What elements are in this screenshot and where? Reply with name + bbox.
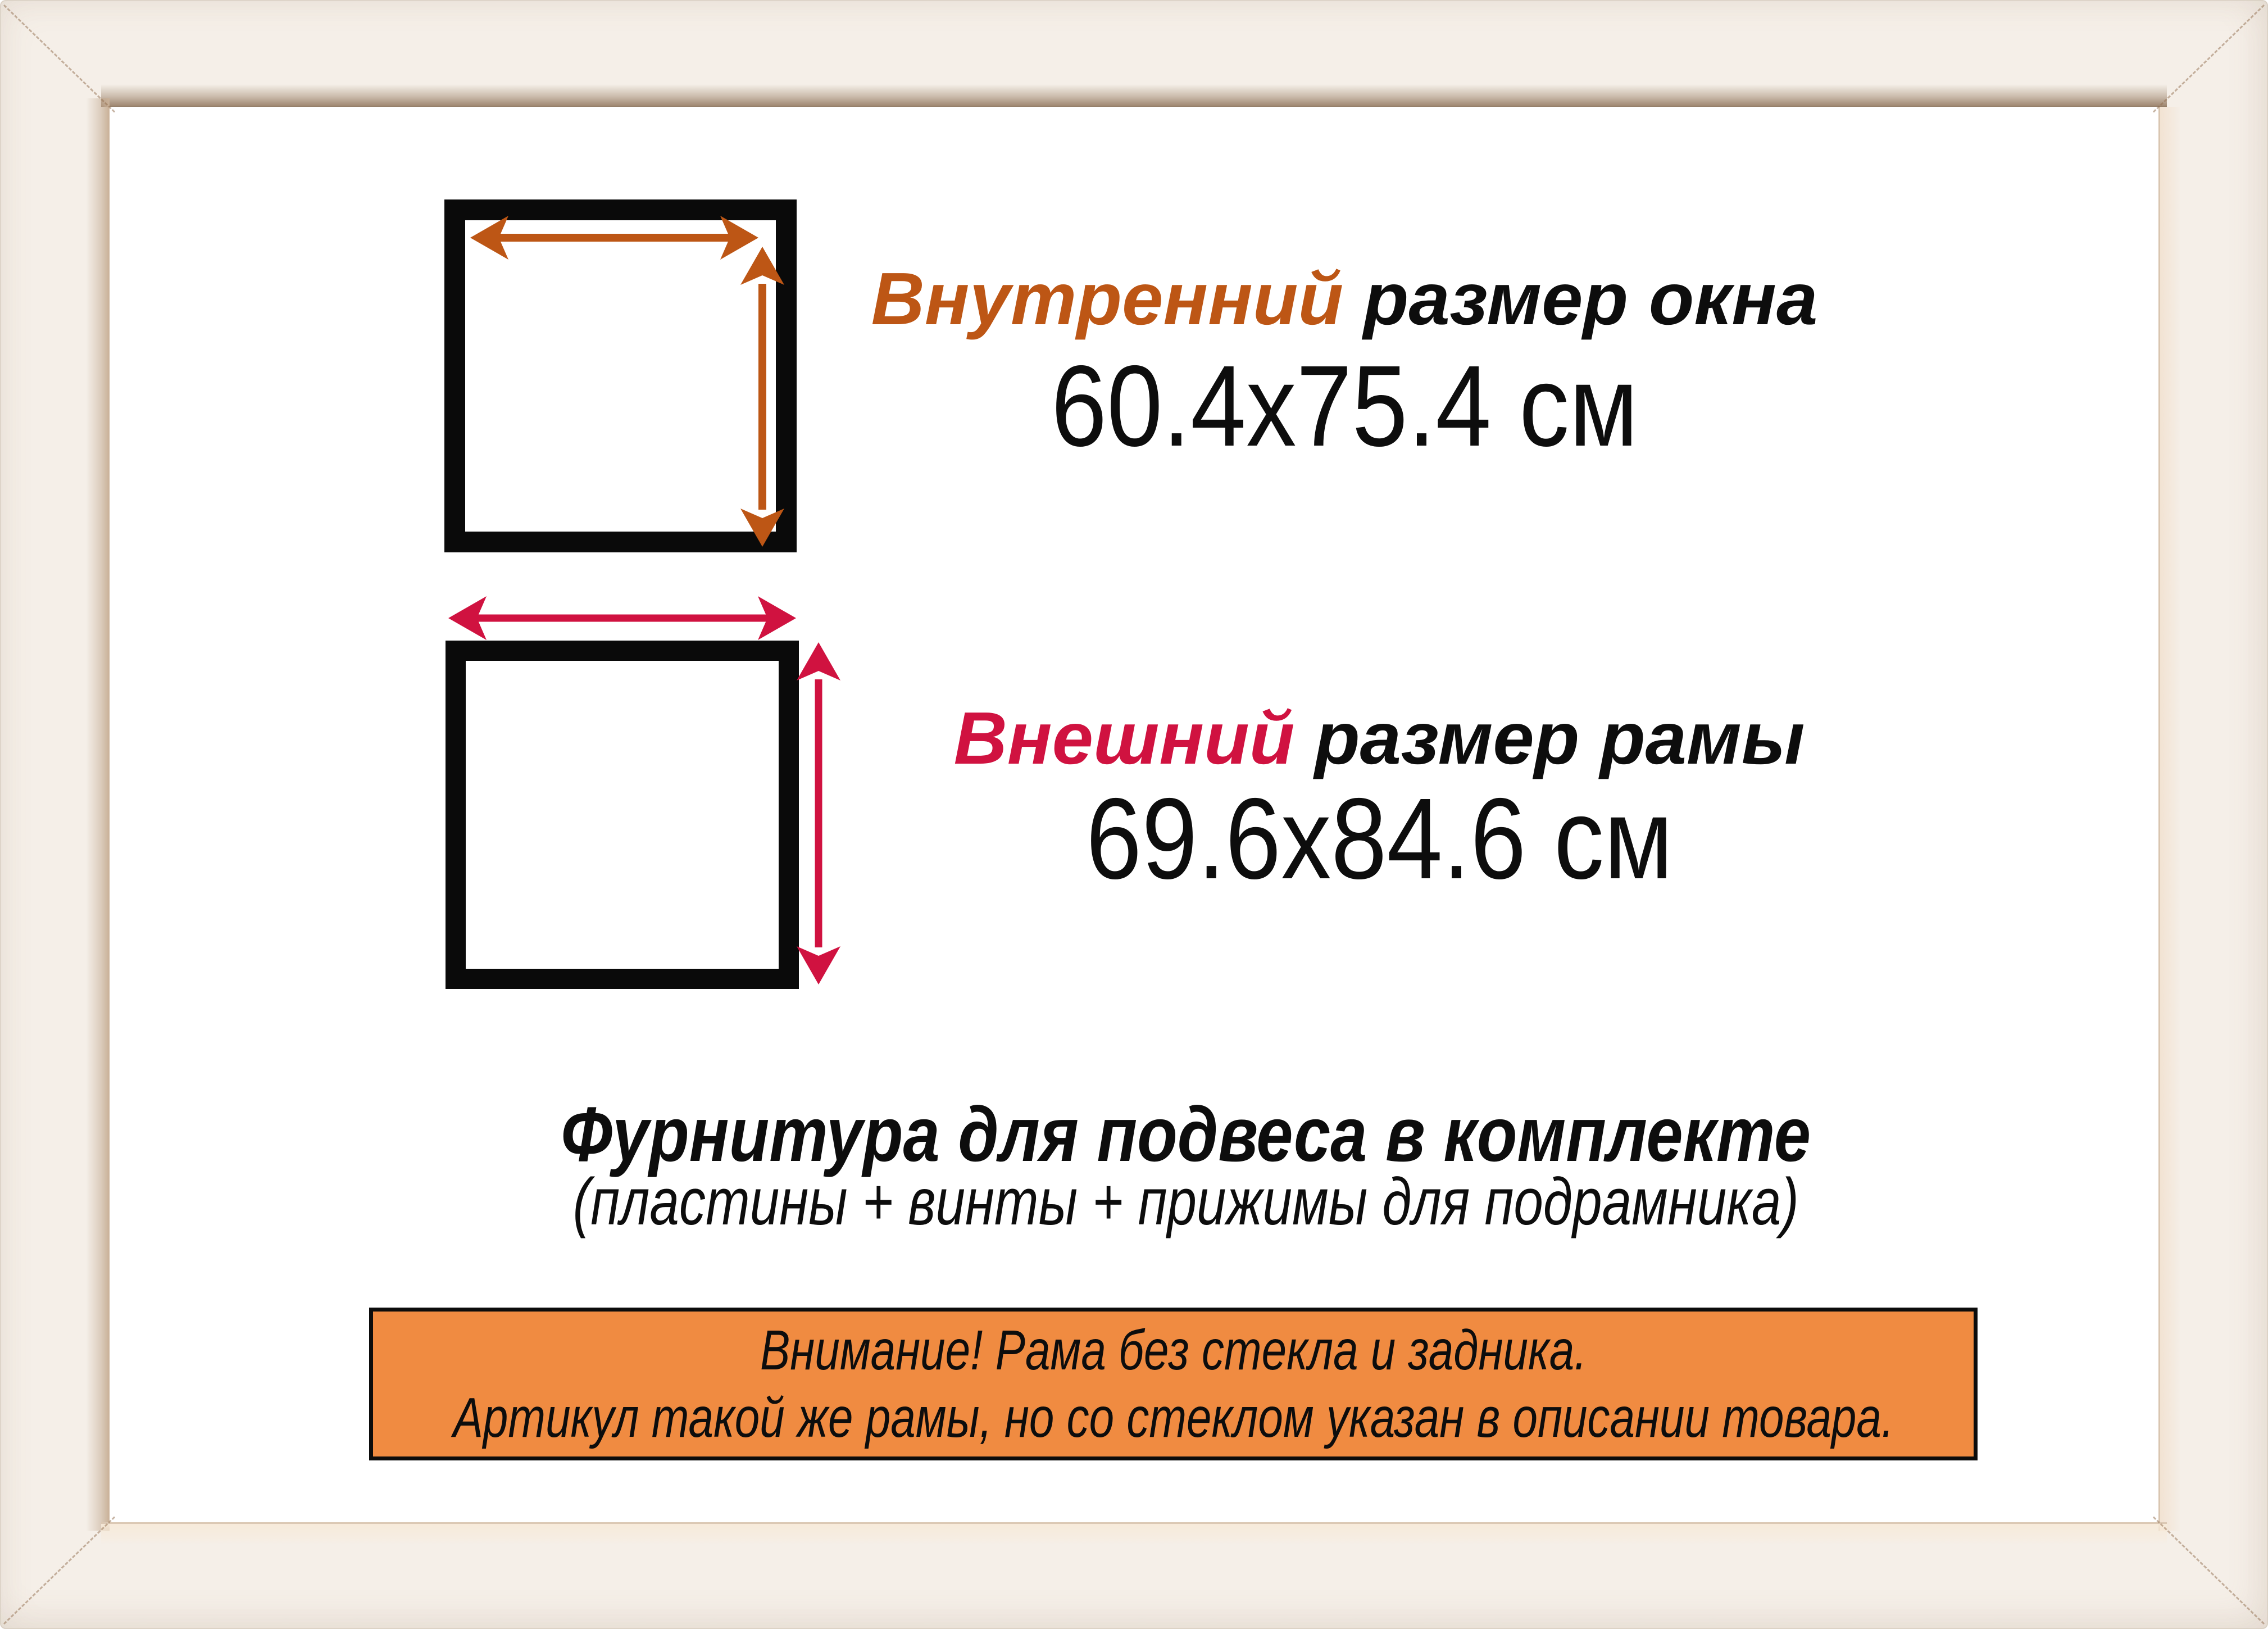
mitre-joint-bottom-right xyxy=(2152,1516,2265,1625)
warning-banner-line1: Внимание! Рама без стекла и задника. xyxy=(760,1319,1587,1382)
frame-left-rail-shadow xyxy=(86,98,110,1531)
inner-size-heading-rest: размер окна xyxy=(1363,257,1818,340)
outer-width-arrow-icon xyxy=(448,596,796,640)
inner-size-heading-accent: Внутренний xyxy=(871,257,1344,340)
outer-size-value: 69.6x84.6 см xyxy=(1085,774,1673,903)
inner-window-square xyxy=(444,199,797,552)
hardware-note-title: Фурнитура для подвеса в комплекте xyxy=(561,1091,1811,1178)
outer-frame-square xyxy=(446,641,799,989)
outer-height-arrow-icon xyxy=(797,642,840,984)
frame-top-rail-shadow xyxy=(101,84,2167,107)
inner-size-arrows xyxy=(470,216,784,547)
inner-size-value: 60.4x75.4 см xyxy=(1051,342,1638,470)
warning-banner-line2: Артикул такой же рамы, но со стеклом ука… xyxy=(453,1386,1894,1449)
frame-right-rail-highlight xyxy=(2158,107,2181,1531)
hardware-note-subtitle: (пластины + винты + прижимы для подрамни… xyxy=(572,1165,1799,1239)
mitre-joint-bottom-left xyxy=(3,1516,116,1625)
outer-size-heading: Внешний размер рамы xyxy=(801,701,1958,775)
frame-bottom-rail-highlight xyxy=(101,1522,2167,1545)
outer-size-heading-rest: размер рамы xyxy=(1315,697,1805,779)
inner-height-arrow-icon xyxy=(740,247,784,547)
outer-size-arrows xyxy=(448,596,840,984)
mitre-joint-top-right xyxy=(2152,4,2265,113)
outer-size-heading-accent: Внешний xyxy=(953,697,1295,779)
warning-banner: Внимание! Рама без стекла и задника. Арт… xyxy=(369,1308,1978,1460)
inner-size-heading: Внутренний размер окна xyxy=(766,262,1923,336)
inner-width-arrow-icon xyxy=(470,216,758,260)
mitre-joint-top-left xyxy=(3,4,116,113)
